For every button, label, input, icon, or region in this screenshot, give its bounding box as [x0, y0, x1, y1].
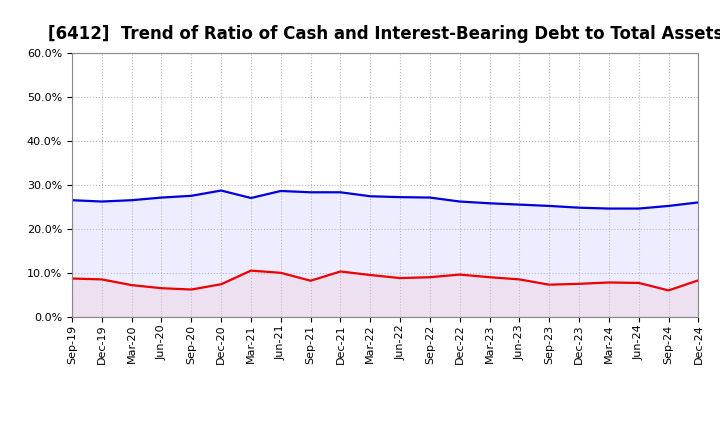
Interest-Bearing Debt — [575, 205, 583, 210]
Cash — [366, 272, 374, 278]
Cash — [247, 268, 256, 273]
Cash — [127, 282, 136, 288]
Cash — [217, 282, 225, 287]
Interest-Bearing Debt — [694, 200, 703, 205]
Interest-Bearing Debt — [336, 190, 345, 195]
Interest-Bearing Debt — [545, 203, 554, 209]
Interest-Bearing Debt — [247, 195, 256, 201]
Cash — [396, 275, 405, 281]
Interest-Bearing Debt — [68, 198, 76, 203]
Cash — [187, 287, 196, 292]
Line: Cash: Cash — [72, 271, 698, 290]
Cash — [515, 277, 523, 282]
Interest-Bearing Debt — [396, 194, 405, 200]
Interest-Bearing Debt — [456, 199, 464, 204]
Interest-Bearing Debt — [634, 206, 643, 211]
Interest-Bearing Debt — [605, 206, 613, 211]
Interest-Bearing Debt — [97, 199, 106, 204]
Cash — [456, 272, 464, 277]
Interest-Bearing Debt — [306, 190, 315, 195]
Cash — [426, 275, 434, 280]
Cash — [634, 280, 643, 286]
Cash — [276, 270, 285, 275]
Cash — [485, 275, 494, 280]
Interest-Bearing Debt — [515, 202, 523, 207]
Interest-Bearing Debt — [665, 203, 673, 209]
Interest-Bearing Debt — [217, 188, 225, 193]
Cash — [97, 277, 106, 282]
Cash — [306, 278, 315, 283]
Cash — [605, 280, 613, 285]
Cash — [575, 281, 583, 286]
Interest-Bearing Debt — [426, 195, 434, 200]
Line: Interest-Bearing Debt: Interest-Bearing Debt — [72, 191, 698, 209]
Title: [6412]  Trend of Ratio of Cash and Interest-Bearing Debt to Total Assets: [6412] Trend of Ratio of Cash and Intere… — [48, 25, 720, 43]
Cash — [665, 288, 673, 293]
Interest-Bearing Debt — [157, 195, 166, 200]
Interest-Bearing Debt — [485, 201, 494, 206]
Cash — [694, 278, 703, 283]
Legend: Cash, Interest-Bearing Debt: Cash, Interest-Bearing Debt — [231, 435, 539, 440]
Interest-Bearing Debt — [276, 188, 285, 194]
Interest-Bearing Debt — [366, 194, 374, 199]
Cash — [336, 269, 345, 274]
Interest-Bearing Debt — [187, 193, 196, 198]
Cash — [68, 276, 76, 281]
Cash — [545, 282, 554, 287]
Cash — [157, 286, 166, 291]
Interest-Bearing Debt — [127, 198, 136, 203]
